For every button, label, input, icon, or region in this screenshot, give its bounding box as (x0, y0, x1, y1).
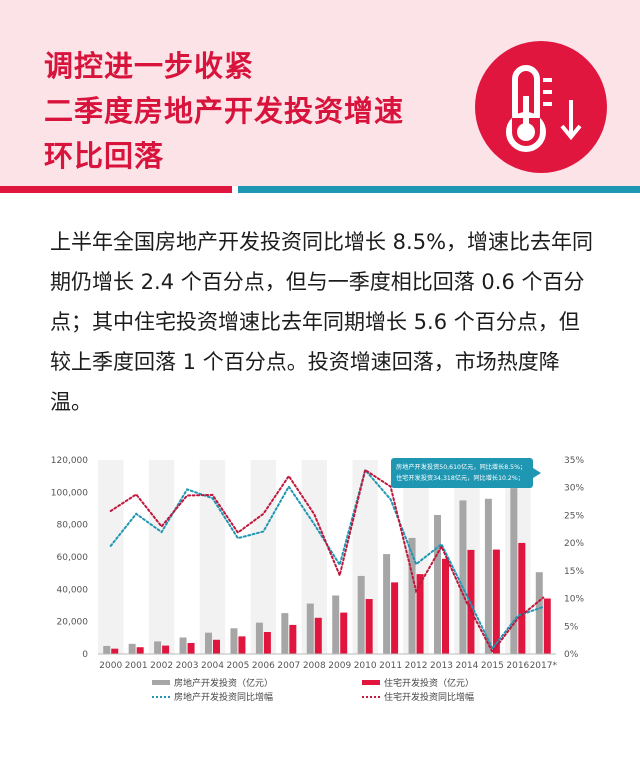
x-tick-label: 2001 (125, 661, 148, 671)
title-line-3: 环比回落 (44, 139, 165, 173)
chart-band (98, 460, 124, 654)
y-right-tick-label: 10% (564, 595, 584, 605)
line-residential-growth (109, 468, 545, 654)
bar-total-investment (510, 488, 518, 654)
y-left-tick-label: 40,000 (57, 585, 89, 595)
x-tick-label: 2000 (99, 661, 122, 671)
y-left-tick-label: 80,000 (57, 521, 89, 531)
x-tick-label: 2012 (405, 661, 428, 671)
x-tick-label: 2002 (150, 661, 173, 671)
x-tick-label: 2014 (455, 661, 478, 671)
chart-band (505, 460, 531, 654)
bar-residential-investment (111, 648, 119, 654)
x-tick-label: 2004 (201, 661, 224, 671)
bar-total-investment (179, 637, 187, 654)
chart-band (148, 460, 175, 654)
bar-total-investment (484, 498, 492, 654)
y-right-tick-label: 35% (564, 456, 584, 466)
bar-residential-investment (492, 549, 500, 654)
annotation-box (391, 458, 533, 488)
bar-residential-investment (213, 639, 220, 654)
bar-total-investment (434, 514, 441, 654)
bar-residential-investment (416, 574, 424, 654)
chart-band (250, 460, 277, 654)
bar-residential-investment (543, 598, 551, 654)
bar-total-investment (332, 595, 340, 654)
bar-residential-investment (289, 624, 297, 654)
bar-residential-investment (187, 643, 195, 654)
page-title: 调控进一步收紧 二季度房地产开发投资增速 环比回落 (44, 44, 404, 179)
x-tick-label: 2013 (430, 661, 453, 671)
y-right-tick-label: 25% (564, 511, 584, 521)
bar-residential-investment (162, 645, 170, 654)
x-tick-label: 2015 (481, 661, 504, 671)
x-tick-label: 2011 (379, 661, 402, 671)
y-left-tick-label: 100,000 (51, 488, 88, 498)
legend-swatch (362, 680, 380, 685)
bar-total-investment (103, 645, 111, 654)
bar-residential-investment (340, 612, 348, 654)
annotation-text: 房地产开发投资50,610亿元，同比增长8.5%； (396, 463, 526, 471)
bar-total-investment (408, 537, 416, 654)
legend-label: 房地产开发投资（亿元） (174, 677, 273, 689)
x-tick-label: 2005 (226, 661, 249, 671)
y-right-tick-label: 20% (564, 539, 584, 549)
legend-label: 房地产开发投资同比增幅 (174, 691, 273, 703)
bar-residential-investment (314, 617, 322, 654)
bar-total-investment (306, 603, 314, 654)
y-right-tick-label: 30% (564, 484, 584, 494)
bar-total-investment (154, 641, 162, 654)
x-tick-label: 2003 (176, 661, 199, 671)
bar-total-investment (128, 643, 136, 654)
summary-paragraph: 上半年全国房地产开发投资同比增长 8.5%，增速比去年同期仍增长 2.4 个百分… (50, 230, 594, 414)
bar-residential-investment (238, 636, 246, 654)
bar-total-investment (383, 554, 391, 654)
y-right-tick-label: 0% (564, 650, 579, 660)
investment-chart: 0 20,000 40,000 60,000 80,000 100,000 120,000 0… (51, 456, 585, 703)
legend-label: 住宅开发投资同比增幅 (384, 691, 474, 703)
bar-total-investment (459, 500, 467, 654)
y-left-tick-label: 20,000 (57, 618, 89, 628)
bar-total-investment (535, 572, 543, 654)
chart-band (301, 460, 327, 654)
chart-band (352, 460, 378, 654)
bar-total-investment (357, 575, 365, 654)
bar-total-investment (255, 622, 263, 654)
bar-residential-investment (442, 558, 449, 654)
divider-red (0, 186, 232, 193)
bar-residential-investment (365, 599, 373, 654)
y-left-tick-label: 60,000 (57, 553, 89, 563)
x-tick-label: 2006 (252, 661, 275, 671)
bar-residential-investment (263, 632, 271, 654)
x-tick-label: 2017* (530, 661, 558, 671)
chart-band (199, 460, 226, 654)
legend-label: 住宅开发投资（亿元） (384, 677, 474, 689)
y-left-tick-label: 120,000 (51, 456, 88, 466)
x-tick-label: 2009 (328, 661, 351, 671)
annotation-text: 住宅开发投资34,318亿元，同比增长10.2%； (396, 474, 524, 482)
annotation-pointer (533, 468, 541, 478)
chart-band (454, 460, 480, 654)
bar-residential-investment (391, 582, 399, 654)
divider-teal (238, 186, 640, 193)
x-tick-label: 2008 (303, 661, 326, 671)
x-tick-label: 2010 (354, 661, 377, 671)
legend-swatch (152, 680, 170, 685)
x-tick-label: 2007 (277, 661, 300, 671)
bar-residential-investment (518, 542, 526, 654)
y-right-tick-label: 5% (564, 622, 579, 632)
y-left-tick-label: 0 (82, 650, 88, 660)
title-line-2: 二季度房地产开发投资增速 (44, 94, 405, 128)
x-tick-label: 2016 (506, 661, 529, 671)
title-line-1: 调控进一步收紧 (44, 49, 255, 83)
bar-total-investment (205, 632, 212, 654)
thermometer-down-icon (475, 41, 607, 173)
bar-residential-investment (136, 647, 144, 654)
y-right-tick-label: 15% (564, 567, 584, 577)
bar-total-investment (281, 613, 289, 654)
bar-total-investment (230, 628, 238, 654)
